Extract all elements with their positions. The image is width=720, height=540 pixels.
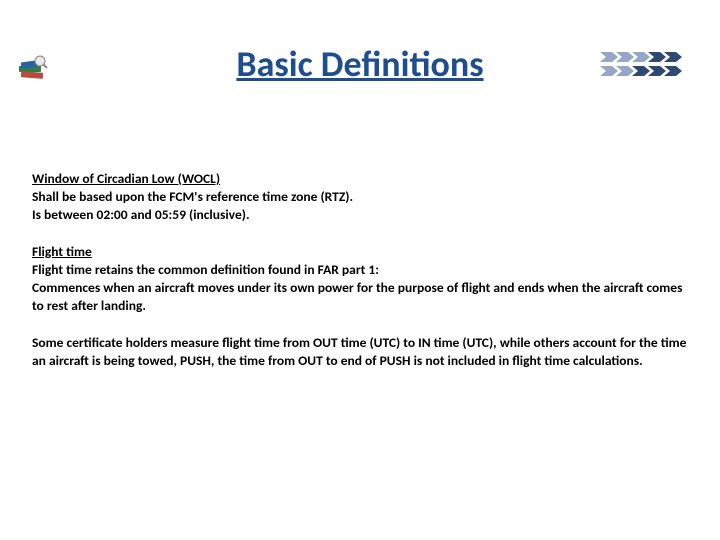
heading-wocl: Window of Circadian Low (WOCL) xyxy=(32,170,688,188)
content-body: Window of Circadian Low (WOCL) Shall be … xyxy=(32,170,688,388)
flight-time-line1: Flight time retains the common definitio… xyxy=(32,261,688,279)
chevrons-icon xyxy=(600,52,700,85)
section-wocl: Window of Circadian Low (WOCL) Shall be … xyxy=(32,170,688,225)
section-flight-time: Flight time Flight time retains the comm… xyxy=(32,243,688,316)
heading-flight-time: Flight time xyxy=(32,243,688,261)
notes-para: Some certificate holders measure flight … xyxy=(32,334,688,370)
books-icon xyxy=(16,52,50,91)
wocl-line2: Is between 02:00 and 05:59 (inclusive). xyxy=(32,206,688,224)
flight-time-line2: Commences when an aircraft moves under i… xyxy=(32,279,688,315)
section-notes: Some certificate holders measure flight … xyxy=(32,334,688,370)
wocl-line1: Shall be based upon the FCM's reference … xyxy=(32,188,688,206)
